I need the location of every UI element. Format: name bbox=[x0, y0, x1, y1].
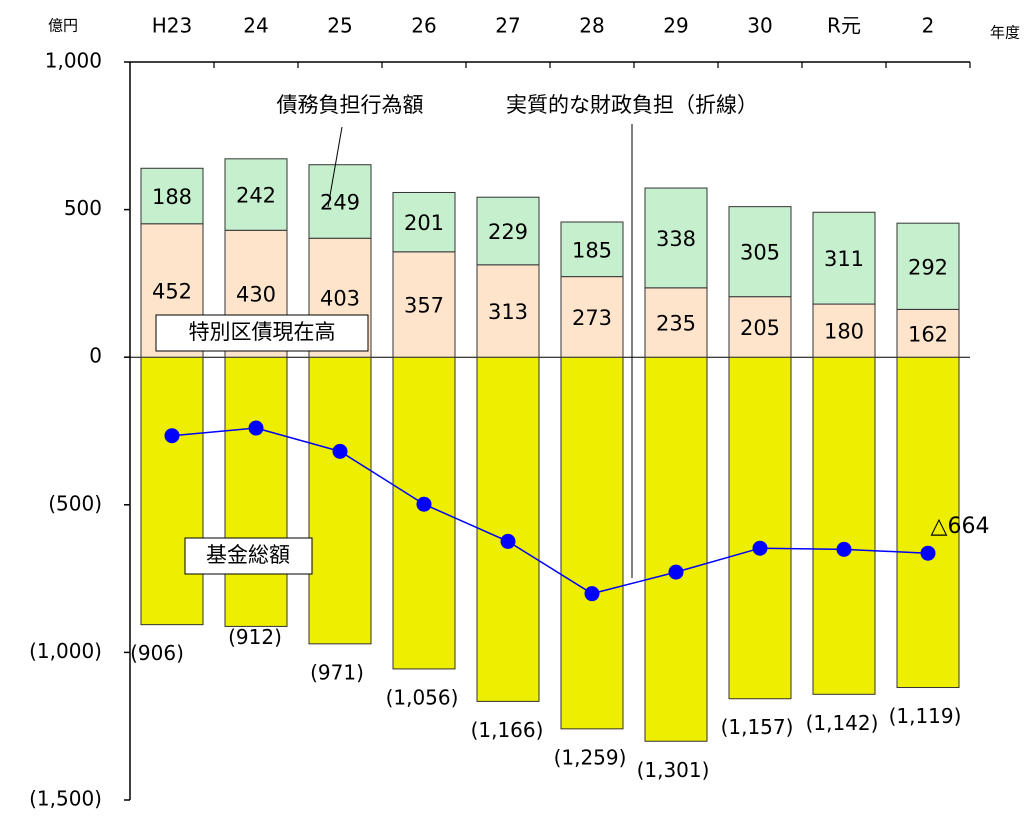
annotation-fund-box bbox=[184, 537, 313, 575]
x-tick-label: 30 bbox=[747, 14, 772, 38]
bar-fund bbox=[224, 356, 288, 627]
bar-debt bbox=[896, 222, 960, 310]
bars bbox=[140, 158, 960, 742]
annotation-debt-leader bbox=[327, 126, 343, 208]
bar-fund bbox=[560, 356, 624, 730]
bar-debt bbox=[308, 164, 372, 239]
x-tick-label: 26 bbox=[411, 14, 436, 38]
bar-debt bbox=[140, 167, 204, 225]
data-label-debt: 249 bbox=[320, 190, 360, 214]
data-label-bond: 403 bbox=[320, 287, 360, 311]
x-tick-label: 29 bbox=[663, 14, 688, 38]
x-tick-label: 25 bbox=[327, 14, 352, 38]
data-label-debt: 201 bbox=[404, 211, 444, 235]
data-label-bond: 313 bbox=[488, 300, 528, 324]
bar-bond bbox=[644, 287, 708, 358]
x-tick-label: 27 bbox=[495, 14, 520, 38]
data-label-fund: (1,119) bbox=[889, 704, 962, 728]
data-label-bond: 235 bbox=[656, 312, 696, 336]
bar-bond bbox=[812, 303, 876, 358]
bar-fund bbox=[812, 356, 876, 695]
annotation-bond: 特別区債現在高 bbox=[189, 320, 336, 344]
line-point bbox=[920, 545, 936, 561]
data-label-bond: 273 bbox=[572, 306, 612, 330]
x-tick-label: 2 bbox=[922, 14, 935, 38]
line-point bbox=[836, 541, 852, 557]
y-tick-label: 0 bbox=[89, 344, 102, 368]
bar-debt bbox=[392, 191, 456, 253]
bar-fund bbox=[728, 356, 792, 700]
data-label-debt: 242 bbox=[236, 184, 276, 208]
data-label-bond: 162 bbox=[908, 322, 948, 346]
bar-bond bbox=[476, 264, 540, 358]
data-label-fund: (1,259) bbox=[554, 745, 627, 769]
annotation-fund: 基金総額 bbox=[206, 543, 290, 567]
bar-debt bbox=[728, 206, 792, 298]
data-label-bond: 430 bbox=[236, 283, 276, 307]
y-tick-label: 1,000 bbox=[45, 49, 102, 73]
data-label-debt: 229 bbox=[488, 220, 528, 244]
data-label-fund: (1,142) bbox=[806, 711, 879, 735]
data-label-debt: 185 bbox=[572, 238, 612, 262]
x-tick-label: 24 bbox=[243, 14, 268, 38]
line-point bbox=[248, 420, 264, 436]
bar-bond bbox=[392, 251, 456, 358]
bar-fund bbox=[308, 356, 372, 645]
bar-bond bbox=[728, 296, 792, 358]
data-label-fund: (912) bbox=[228, 625, 282, 649]
line-path bbox=[171, 427, 929, 595]
data-label-bond: 452 bbox=[152, 279, 192, 303]
y-unit-label: 億円 bbox=[48, 17, 78, 35]
data-label-bond: 205 bbox=[740, 316, 780, 340]
labels: 1,000 500 0 (500) (1,000) (1,500) H23 24 25 26 27 2… bbox=[29, 14, 1020, 811]
data-label-fund: (1,056) bbox=[386, 685, 459, 709]
line-point bbox=[668, 564, 684, 580]
line-point bbox=[416, 496, 432, 512]
data-label-bond: 357 bbox=[404, 294, 444, 318]
data-label-fund: (1,157) bbox=[721, 715, 794, 739]
line-point bbox=[500, 533, 516, 549]
x-tick-label: H23 bbox=[152, 14, 193, 38]
line-series bbox=[164, 420, 936, 602]
data-label-bond: 180 bbox=[824, 320, 864, 344]
data-label-fund: (906) bbox=[130, 641, 184, 665]
data-label-fund: (1,301) bbox=[637, 758, 710, 782]
bar-bond bbox=[560, 276, 624, 358]
bar-debt bbox=[224, 158, 288, 231]
bar-debt bbox=[812, 211, 876, 305]
y-tick-label: (1,500) bbox=[29, 787, 102, 811]
annotation-bond-box bbox=[155, 314, 369, 352]
data-label-debt: 311 bbox=[824, 247, 864, 271]
data-label-fund: (1,166) bbox=[471, 718, 544, 742]
annotation-line: 実質的な財政負担（折線） bbox=[506, 93, 758, 117]
y-tick-label: (500) bbox=[48, 491, 102, 515]
y-tick-label: (1,000) bbox=[29, 639, 102, 663]
line-point bbox=[164, 428, 180, 444]
line-last-label: △664 bbox=[931, 514, 990, 539]
data-label-debt: 188 bbox=[152, 185, 192, 209]
data-label-debt: 338 bbox=[656, 227, 696, 251]
data-label-debt: 305 bbox=[740, 241, 780, 265]
line-point bbox=[752, 540, 768, 556]
annotation-debt: 債務負担行為額 bbox=[277, 93, 424, 117]
x-tick-label: 28 bbox=[579, 14, 604, 38]
data-label-fund: (971) bbox=[310, 660, 364, 684]
bar-debt bbox=[644, 187, 708, 289]
y-tick-label: 500 bbox=[64, 196, 102, 220]
bar-fund bbox=[896, 356, 960, 689]
bar-fund bbox=[140, 356, 204, 626]
bar-fund bbox=[476, 356, 540, 702]
x-tick-label: R元 bbox=[827, 14, 861, 38]
line-point bbox=[584, 586, 600, 602]
x-unit-label: 年度 bbox=[990, 24, 1020, 42]
bar-fund bbox=[644, 356, 708, 742]
line-point bbox=[332, 443, 348, 459]
bar-debt bbox=[560, 221, 624, 278]
bar-bond bbox=[896, 308, 960, 358]
bar-debt bbox=[476, 196, 540, 266]
data-label-debt: 292 bbox=[908, 255, 948, 279]
